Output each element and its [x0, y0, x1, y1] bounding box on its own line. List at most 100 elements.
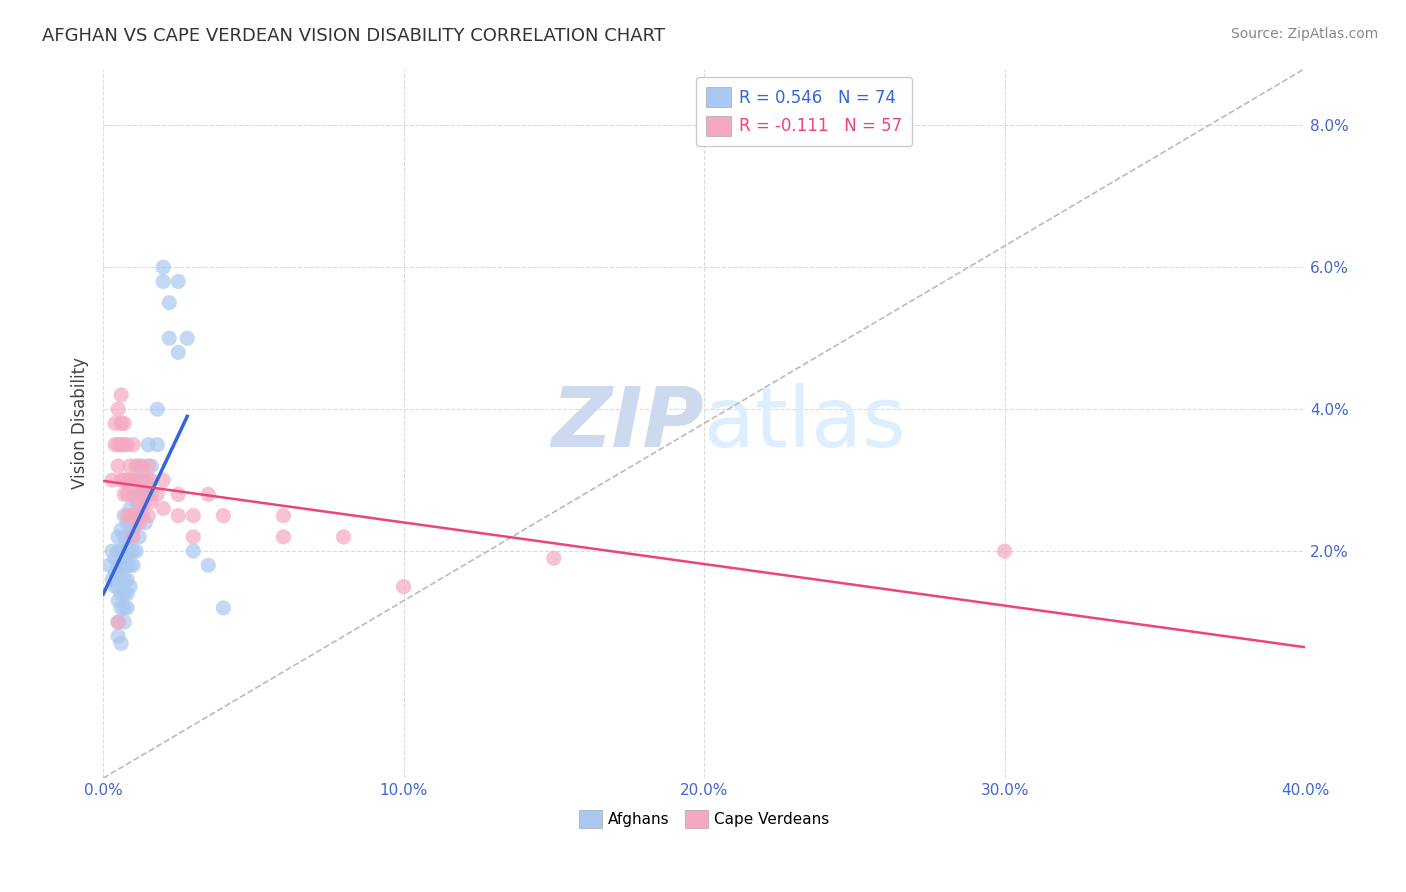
- Point: [128, 494, 150, 508]
- Point: [181, 508, 204, 523]
- Legend: Afghans, Cape Verdeans: Afghans, Cape Verdeans: [572, 804, 835, 834]
- Point: [120, 580, 142, 594]
- Point: [125, 516, 148, 530]
- Point: [107, 580, 129, 594]
- Point: [167, 275, 190, 289]
- Point: [110, 388, 132, 402]
- Point: [157, 331, 180, 345]
- Point: [128, 508, 150, 523]
- Point: [157, 295, 180, 310]
- Point: [273, 508, 295, 523]
- Point: [120, 516, 142, 530]
- Point: [112, 615, 135, 629]
- Point: [134, 487, 156, 501]
- Point: [104, 580, 127, 594]
- Point: [273, 530, 295, 544]
- Point: [141, 458, 163, 473]
- Point: [122, 530, 145, 544]
- Point: [107, 458, 129, 473]
- Point: [122, 508, 145, 523]
- Point: [141, 494, 163, 508]
- Point: [115, 516, 138, 530]
- Point: [112, 600, 135, 615]
- Point: [112, 417, 135, 431]
- Point: [994, 544, 1017, 558]
- Point: [167, 487, 190, 501]
- Point: [141, 473, 163, 487]
- Point: [131, 473, 153, 487]
- Point: [122, 523, 145, 537]
- Point: [176, 331, 198, 345]
- Point: [181, 544, 204, 558]
- Point: [125, 487, 148, 501]
- Point: [152, 260, 174, 275]
- Point: [141, 487, 163, 501]
- Point: [115, 487, 138, 501]
- Point: [125, 473, 148, 487]
- Point: [107, 615, 129, 629]
- Point: [125, 458, 148, 473]
- Point: [212, 600, 235, 615]
- Point: [120, 501, 142, 516]
- Point: [122, 544, 145, 558]
- Point: [115, 473, 138, 487]
- Point: [152, 275, 174, 289]
- Point: [112, 487, 135, 501]
- Point: [197, 558, 219, 573]
- Point: [120, 473, 142, 487]
- Point: [104, 566, 127, 580]
- Point: [167, 508, 190, 523]
- Point: [104, 417, 127, 431]
- Point: [125, 494, 148, 508]
- Point: [120, 530, 142, 544]
- Point: [128, 516, 150, 530]
- Point: [110, 600, 132, 615]
- Point: [152, 501, 174, 516]
- Point: [120, 558, 142, 573]
- Point: [120, 544, 142, 558]
- Point: [107, 438, 129, 452]
- Point: [112, 530, 135, 544]
- Point: [122, 473, 145, 487]
- Point: [115, 438, 138, 452]
- Point: [115, 587, 138, 601]
- Point: [197, 487, 219, 501]
- Point: [332, 530, 354, 544]
- Point: [128, 473, 150, 487]
- Point: [110, 523, 132, 537]
- Text: Source: ZipAtlas.com: Source: ZipAtlas.com: [1230, 27, 1378, 41]
- Point: [131, 487, 153, 501]
- Point: [134, 494, 156, 508]
- Point: [125, 544, 148, 558]
- Point: [136, 438, 159, 452]
- Point: [152, 473, 174, 487]
- Point: [115, 558, 138, 573]
- Point: [112, 544, 135, 558]
- Point: [104, 551, 127, 566]
- Point: [112, 508, 135, 523]
- Text: atlas: atlas: [704, 383, 905, 464]
- Point: [98, 558, 121, 573]
- Point: [110, 438, 132, 452]
- Point: [110, 636, 132, 650]
- Point: [392, 580, 415, 594]
- Point: [543, 551, 565, 566]
- Point: [134, 473, 156, 487]
- Point: [136, 487, 159, 501]
- Point: [146, 438, 169, 452]
- Point: [136, 458, 159, 473]
- Point: [131, 458, 153, 473]
- Point: [112, 587, 135, 601]
- Point: [107, 615, 129, 629]
- Point: [112, 438, 135, 452]
- Point: [107, 402, 129, 417]
- Point: [128, 487, 150, 501]
- Point: [110, 587, 132, 601]
- Point: [115, 508, 138, 523]
- Point: [131, 508, 153, 523]
- Point: [122, 438, 145, 452]
- Point: [110, 473, 132, 487]
- Text: ZIP: ZIP: [551, 383, 704, 464]
- Point: [167, 345, 190, 359]
- Point: [120, 508, 142, 523]
